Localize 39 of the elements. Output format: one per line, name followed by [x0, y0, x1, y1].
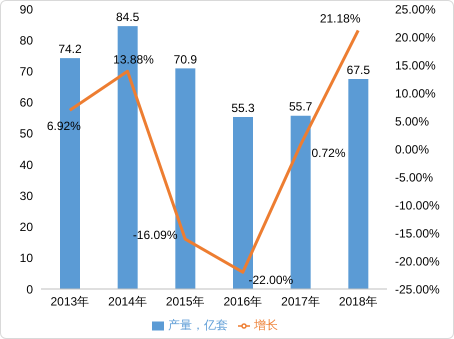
data-label: 21.18% [320, 11, 361, 26]
x-tick-label: 2013年 [50, 294, 90, 309]
data-label: 0.72% [311, 146, 346, 160]
y-tick-label: 80 [20, 33, 34, 48]
data-label: 55.7 [288, 100, 313, 114]
x-tick-label: 2014年 [108, 294, 147, 309]
y2-tick-label: 20.00% [395, 30, 436, 44]
data-label: 13.88% [113, 52, 154, 66]
legend-label: 增长 [254, 318, 278, 332]
y-tick-label: 30 [20, 188, 34, 203]
data-label: 70.9 [174, 52, 198, 66]
y2-tick-label: 15.00% [395, 58, 436, 72]
y-tick-label: 20 [20, 220, 34, 234]
y-tick-label: 0 [26, 282, 34, 296]
x-tick-label: 2018年 [338, 294, 378, 309]
legend-label: 产量，亿套 [168, 318, 228, 332]
y2-tick-label: -15.00% [395, 226, 440, 240]
bar [348, 79, 368, 289]
x-tick-label: 2017年 [281, 294, 320, 309]
y-tick-label: 70 [20, 64, 34, 78]
x-tick-label: 2016年 [223, 294, 262, 309]
y-tick-label: 90 [20, 2, 34, 16]
x-tick-label: 2015年 [166, 294, 205, 309]
data-label: 84.5 [116, 10, 140, 24]
y2-tick-label: -5.00% [395, 170, 434, 184]
y2-tick-label: 10.00% [395, 86, 436, 100]
y2-tick-label: 0.00% [395, 142, 430, 156]
y2-tick-label: 25.00% [395, 2, 436, 16]
data-label: 55.3 [231, 100, 255, 115]
y-tick-label: 10 [20, 251, 34, 266]
data-label: 67.5 [346, 63, 370, 77]
y2-tick-label: 5.00% [395, 114, 430, 128]
y2-tick-label: -20.00% [395, 254, 440, 268]
y-tick-label: 60 [20, 96, 34, 110]
y2-tick-label: -25.00% [395, 282, 440, 296]
data-label: 74.2 [58, 42, 82, 56]
y-tick-label: 50 [20, 126, 34, 141]
y-tick-label: 40 [20, 158, 34, 172]
y2-tick-label: -10.00% [395, 198, 440, 212]
